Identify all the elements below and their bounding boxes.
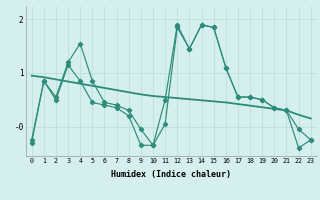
- X-axis label: Humidex (Indice chaleur): Humidex (Indice chaleur): [111, 170, 231, 179]
